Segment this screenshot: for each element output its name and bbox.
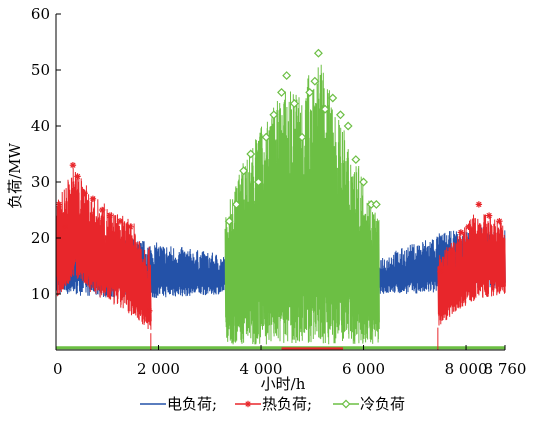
legend-cooling-load-text: 冷负荷 [360, 395, 405, 413]
heat-marker-stroke [458, 229, 464, 236]
heat-markers [55, 162, 503, 314]
series-heat-load-late-path [437, 214, 506, 326]
heat-marker-stroke [448, 252, 454, 258]
cooling-marker [371, 199, 381, 209]
heat-marker-stroke [140, 263, 146, 269]
legend-electric-load: 电负荷; [140, 395, 217, 413]
cooling-marker [310, 76, 320, 86]
cooling-marker [269, 110, 279, 120]
y-axis-label: 负荷/MW [6, 143, 24, 209]
series-cooling-load [224, 64, 380, 345]
cooling-marker [246, 149, 256, 159]
legend-heat-load-text: 热负荷; [262, 395, 312, 413]
heat-marker-stroke [82, 190, 88, 196]
cooling-marker [343, 121, 353, 131]
y-tick-label: 60 [31, 5, 50, 23]
cooling-marker [336, 110, 345, 120]
y-tick-label: 40 [31, 117, 50, 135]
x-tick-label: 0 [53, 360, 63, 378]
cooling-marker [297, 132, 307, 142]
x-tick-label: 8 760 [484, 360, 527, 378]
x-tick-label: 8 000 [445, 360, 488, 378]
series-heat-load-late [437, 214, 506, 326]
cooling-markers [224, 48, 381, 226]
cooling-marker [328, 93, 338, 103]
y-tick-label: 10 [31, 285, 50, 303]
x-tick-label: 6 000 [342, 360, 385, 378]
cooling-marker [261, 132, 271, 142]
cooling-marker [305, 87, 315, 97]
cooling-marker [351, 155, 361, 165]
cooling-marker [277, 87, 286, 97]
plot-marks [55, 48, 506, 350]
cooling-marker [289, 99, 299, 109]
x-tick-label: 2 000 [137, 360, 180, 378]
y-ticks: 10 20 30 40 50 60 [31, 5, 61, 303]
series-heat-load-early [55, 168, 152, 330]
legend-heat-load: 热负荷; [235, 395, 312, 413]
heat-marker-stroke [99, 207, 105, 213]
heat-marker-stroke [107, 212, 113, 219]
heat-marker-stroke [465, 224, 472, 230]
cooling-marker [359, 177, 368, 187]
heat-marker-stroke [62, 224, 68, 230]
heat-marker-stroke [56, 201, 62, 208]
heat-marker-stroke [74, 173, 81, 180]
x-tick-label: 4 000 [240, 360, 283, 378]
series-heat-load-early-path [55, 168, 152, 330]
cooling-marker [239, 166, 249, 176]
legend: 电负荷; 热负荷; 冷负荷 [140, 395, 405, 413]
legend-electric-load-text: 电负荷; [167, 395, 217, 413]
cooling-marker [341, 399, 351, 409]
x-axis-label: 小时/h [261, 375, 306, 393]
heat-marker-stroke [146, 308, 152, 314]
heat-marker-stroke [70, 162, 76, 168]
y-tick-label: 50 [31, 61, 50, 79]
heat-marker-stroke [476, 201, 482, 208]
heat-marker-stroke [90, 196, 96, 202]
cooling-marker [320, 104, 330, 114]
cooling-marker [231, 199, 241, 209]
heat-marker-stroke [437, 268, 444, 275]
heat-marker-stroke [245, 401, 251, 407]
y-tick-label: 30 [31, 173, 50, 191]
cooling-marker [254, 177, 263, 187]
cooling-marker [313, 48, 323, 58]
heat-marker-stroke [117, 218, 123, 224]
heat-marker-stroke [496, 218, 503, 224]
heat-marker-stroke [486, 212, 492, 219]
legend-cooling-load: 冷负荷 [333, 395, 405, 413]
series-cooling-load-path [224, 64, 380, 345]
heat-marker-stroke [127, 224, 133, 230]
y-tick-label: 20 [31, 229, 50, 247]
cooling-marker [282, 71, 292, 81]
cooling-marker [224, 216, 234, 226]
